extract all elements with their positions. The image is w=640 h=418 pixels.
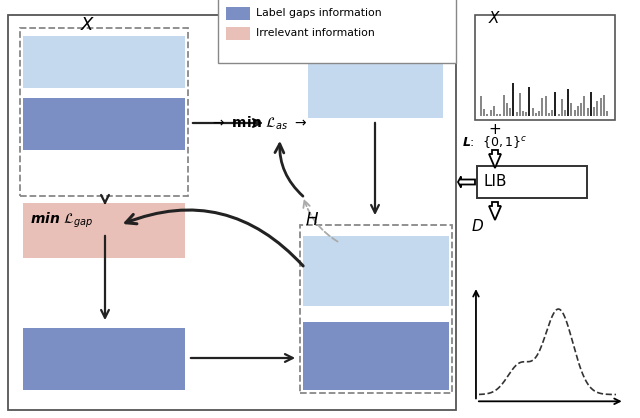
Polygon shape bbox=[489, 150, 501, 168]
Bar bbox=[590, 92, 592, 116]
Bar bbox=[496, 114, 498, 116]
Bar bbox=[8, 15, 456, 410]
Bar bbox=[493, 106, 495, 116]
Bar bbox=[499, 114, 501, 116]
Bar bbox=[606, 111, 608, 116]
Text: $X$: $X$ bbox=[80, 16, 96, 34]
Bar bbox=[557, 114, 559, 116]
Bar bbox=[577, 106, 579, 116]
Bar bbox=[218, 0, 456, 63]
Bar bbox=[567, 89, 569, 116]
Bar bbox=[532, 108, 534, 116]
Bar bbox=[490, 110, 492, 116]
Bar bbox=[23, 203, 185, 258]
Polygon shape bbox=[489, 202, 501, 220]
Bar bbox=[516, 112, 518, 116]
Bar bbox=[522, 111, 524, 116]
Text: $+$: $+$ bbox=[488, 122, 502, 137]
Bar bbox=[23, 98, 185, 150]
Bar bbox=[545, 97, 547, 116]
Bar bbox=[600, 98, 602, 116]
Bar bbox=[20, 28, 188, 196]
Bar bbox=[587, 108, 589, 116]
Bar bbox=[580, 102, 582, 116]
Bar bbox=[525, 112, 527, 116]
Bar bbox=[506, 103, 508, 116]
Bar bbox=[502, 95, 504, 116]
Bar bbox=[303, 236, 449, 306]
Bar bbox=[483, 109, 485, 116]
Bar bbox=[561, 99, 563, 116]
Bar bbox=[541, 98, 543, 116]
Bar bbox=[535, 113, 537, 116]
Text: min $\mathcal{L}_{gap}$: min $\mathcal{L}_{gap}$ bbox=[30, 210, 93, 229]
Bar bbox=[529, 87, 531, 116]
Bar bbox=[486, 114, 488, 116]
Bar bbox=[300, 225, 452, 393]
Bar bbox=[564, 110, 566, 116]
Text: Label gaps information: Label gaps information bbox=[256, 8, 381, 18]
Bar bbox=[596, 101, 598, 116]
Bar bbox=[551, 110, 553, 116]
Bar bbox=[475, 15, 615, 120]
Bar bbox=[554, 92, 556, 116]
Text: $X$: $X$ bbox=[488, 10, 502, 26]
Bar bbox=[480, 96, 482, 116]
Text: $\boldsymbol{L}$:  $\{0,1\}^c$: $\boldsymbol{L}$: $\{0,1\}^c$ bbox=[463, 134, 527, 150]
Bar bbox=[519, 93, 521, 116]
Text: $H$: $H$ bbox=[305, 211, 319, 229]
Bar bbox=[23, 328, 185, 390]
Bar bbox=[570, 103, 572, 116]
Bar bbox=[548, 112, 550, 116]
Bar bbox=[308, 50, 443, 118]
Text: Irrelevant information: Irrelevant information bbox=[256, 28, 375, 38]
Bar bbox=[509, 108, 511, 116]
Bar bbox=[477, 166, 587, 198]
Bar bbox=[573, 110, 576, 116]
Bar bbox=[603, 95, 605, 116]
Bar bbox=[23, 36, 185, 88]
Bar bbox=[226, 26, 250, 39]
Bar bbox=[584, 97, 586, 116]
Text: $\rightarrow$ min $\mathcal{L}_{as}$ $\rightarrow$: $\rightarrow$ min $\mathcal{L}_{as}$ $\r… bbox=[210, 114, 307, 132]
Bar bbox=[303, 322, 449, 390]
Polygon shape bbox=[458, 176, 475, 188]
Bar bbox=[538, 111, 540, 116]
Text: LIB: LIB bbox=[483, 174, 507, 189]
Bar bbox=[593, 107, 595, 116]
Text: $D$: $D$ bbox=[472, 218, 484, 234]
Bar bbox=[226, 7, 250, 20]
Bar bbox=[512, 83, 515, 116]
